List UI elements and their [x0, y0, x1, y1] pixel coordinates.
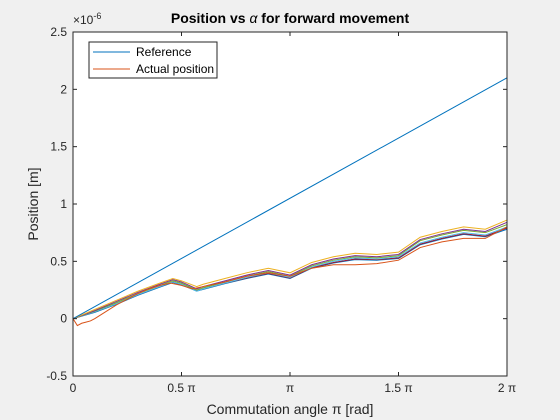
series-line-1 — [72, 226, 508, 327]
x-tick-label-2: π — [286, 381, 294, 395]
x-tick-label-4: 2 π — [498, 381, 516, 395]
legend-label-actual: Actual position — [136, 62, 214, 76]
series-layer — [72, 77, 508, 327]
y-axis-label: Position [m] — [25, 167, 41, 240]
y-tick-label-1: 0 — [60, 312, 67, 326]
y-tick-label-4: 1.5 — [50, 140, 67, 154]
legend-box — [88, 41, 218, 79]
x-tick-label-0: 0 — [70, 381, 77, 395]
series-line-0 — [72, 77, 508, 320]
x-tick-label-3: 1.5 π — [384, 381, 412, 395]
legend-label-reference: Reference — [136, 45, 192, 59]
x-tick-label-1: 0.5 π — [167, 381, 195, 395]
y-exponent-label: ×10-6 — [73, 11, 101, 27]
y-tick-label-3: 1 — [60, 197, 67, 211]
series-line-3 — [72, 221, 508, 320]
y-tick-label-0: -0.5 — [46, 369, 67, 383]
y-tick-label-2: 0.5 — [50, 254, 67, 268]
y-tick-label-6: 2.5 — [50, 25, 67, 39]
plot-area — [73, 32, 507, 376]
series-line-2 — [72, 219, 508, 320]
x-axis-label: Commutation angle π [rad] — [207, 401, 374, 417]
chart-title: Position vs α for forward movement — [171, 10, 410, 26]
series-line-7 — [72, 228, 508, 320]
y-tick-label-5: 2 — [60, 82, 67, 96]
legend: Reference Actual position — [88, 41, 218, 79]
